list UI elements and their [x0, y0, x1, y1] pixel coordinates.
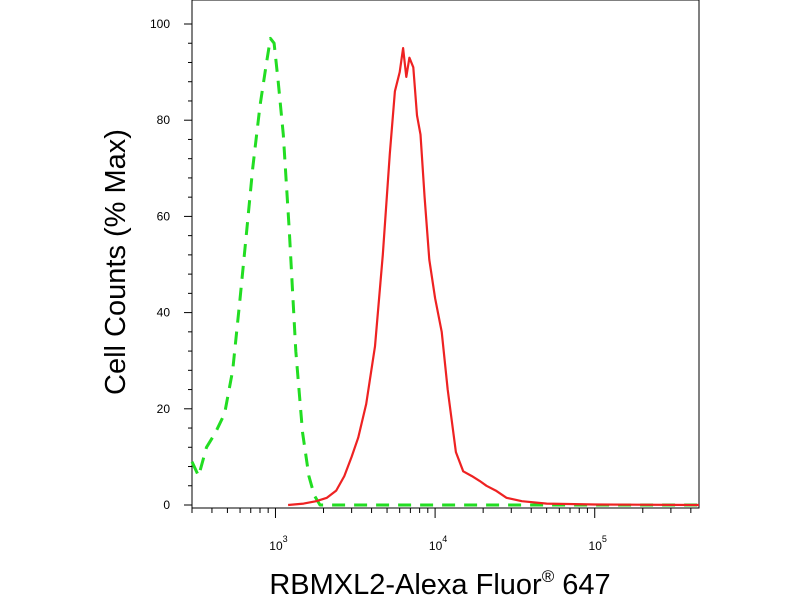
x-tick-label-exponent: 5: [602, 534, 607, 544]
y-tick-label: 80: [157, 113, 171, 127]
x-tick-label: 104: [429, 534, 447, 553]
x-tick-label-exponent: 4: [442, 534, 447, 544]
x-axis-title-main: RBMXL2-Alexa Fluor: [269, 569, 542, 600]
y-tick-label: 60: [157, 209, 171, 223]
x-tick-label: 105: [589, 534, 607, 553]
y-tick-label: 40: [157, 306, 171, 320]
x-tick-label-base: 10: [429, 539, 443, 553]
y-tick-label: 20: [157, 402, 171, 416]
series-layer: [190, 36, 700, 507]
y-tick-label: 0: [163, 498, 170, 512]
x-tick-label-base: 10: [589, 539, 603, 553]
plot-frame: [191, 0, 700, 509]
y-axis-ticks: 0 20 40 60 80 100: [150, 17, 192, 512]
x-axis-ticks: 103 104 105: [191, 508, 692, 553]
x-tick-label-exponent: 3: [283, 534, 288, 544]
control-series-line: [190, 36, 699, 507]
sample-series-line: [288, 46, 700, 507]
x-tick-label: 103: [269, 534, 287, 553]
y-tick-label: 100: [150, 17, 170, 31]
x-axis-title-suffix: 647: [554, 569, 610, 600]
x-tick-label-base: 10: [269, 539, 283, 553]
x-axis-title-superscript: ®: [542, 567, 555, 586]
x-axis-title: RBMXL2-Alexa Fluor® 647: [269, 567, 610, 600]
y-axis-title: Cell Counts (% Max): [100, 129, 132, 395]
